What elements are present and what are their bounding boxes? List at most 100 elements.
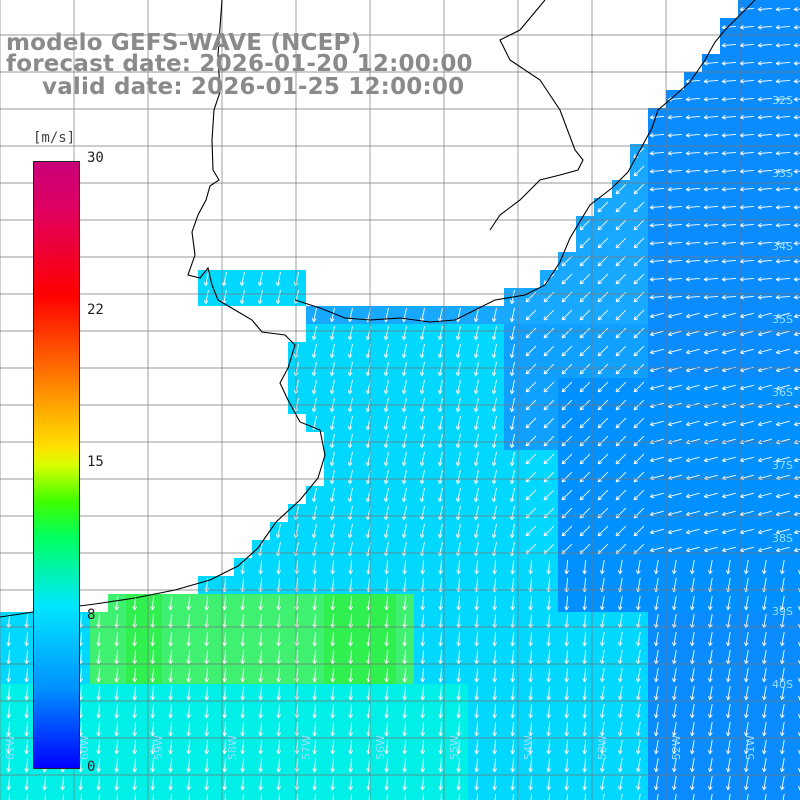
wind-arrow	[685, 330, 700, 337]
wind-arrow	[561, 435, 573, 447]
wind-arrow	[132, 703, 137, 719]
wind-arrow	[312, 613, 317, 629]
wind-arrow	[793, 421, 800, 427]
wind-arrow	[739, 61, 755, 66]
wind-arrow	[260, 793, 263, 800]
wind-arrow	[204, 685, 209, 701]
wind-arrow	[329, 452, 335, 467]
wind-arrow	[222, 595, 227, 611]
wind-arrow	[618, 704, 623, 719]
wind-arrow	[708, 686, 713, 701]
wind-arrow	[757, 61, 773, 66]
wind-arrow	[420, 721, 425, 737]
wind-arrow	[258, 649, 263, 665]
wind-arrow	[474, 649, 479, 665]
wind-arrow	[222, 739, 227, 755]
wind-arrow	[793, 385, 800, 391]
wind-arrow	[509, 416, 515, 431]
wind-arrow	[775, 510, 790, 517]
wind-arrow	[618, 722, 623, 737]
wind-arrow	[667, 223, 683, 228]
wind-arrow	[649, 187, 665, 192]
wind-arrow	[757, 7, 773, 12]
field-cell	[792, 648, 800, 666]
wind-arrow	[311, 380, 317, 395]
wind-arrow	[491, 470, 497, 485]
wind-arrow	[24, 775, 29, 791]
wind-arrow	[383, 488, 389, 503]
wind-arrow	[258, 685, 263, 701]
wind-arrow	[703, 295, 719, 300]
wind-arrow	[330, 775, 335, 791]
wind-arrow	[186, 757, 191, 773]
wind-arrow	[24, 631, 29, 647]
wind-arrow	[24, 703, 29, 719]
wind-arrow	[649, 115, 665, 120]
wind-arrow	[491, 380, 497, 395]
wind-arrow	[726, 632, 731, 647]
wind-arrow	[757, 97, 773, 102]
wind-arrow	[690, 740, 695, 755]
wind-arrow	[775, 456, 790, 463]
wind-arrow	[312, 703, 317, 719]
wind-arrow	[329, 434, 335, 449]
wind-arrow	[757, 187, 773, 192]
field-cell	[792, 666, 800, 684]
field-cell	[792, 756, 800, 774]
wind-arrow	[726, 650, 731, 665]
wind-arrow	[438, 559, 443, 575]
wind-arrow	[438, 649, 443, 665]
wind-arrow	[116, 793, 119, 800]
wind-arrow	[492, 667, 497, 683]
wind-arrow	[96, 739, 101, 755]
wind-arrow	[685, 528, 700, 535]
wind-arrow	[757, 151, 773, 156]
wind-arrow	[762, 758, 767, 773]
wind-arrow	[757, 384, 772, 391]
colorbar-unit: [m/s]	[33, 130, 76, 146]
wind-arrow	[386, 793, 389, 800]
wind-arrow	[739, 43, 755, 48]
wind-arrow	[543, 525, 555, 537]
wind-arrow	[744, 632, 749, 647]
wind-arrow	[437, 452, 443, 467]
wind-arrow	[654, 776, 659, 791]
wind-arrow	[636, 722, 641, 737]
wind-arrow	[203, 290, 209, 305]
wind-arrow	[510, 595, 515, 611]
wind-arrow	[775, 43, 791, 48]
wind-arrow	[348, 613, 353, 629]
wind-arrow	[525, 381, 537, 393]
wind-arrow	[402, 595, 407, 611]
wind-arrow	[721, 43, 737, 48]
wind-arrow	[597, 219, 609, 231]
wind-arrow	[528, 595, 533, 611]
wind-arrow	[528, 667, 533, 683]
wind-arrow	[757, 348, 772, 355]
wind-arrow	[204, 721, 209, 737]
wind-arrow	[348, 739, 353, 755]
wind-arrow	[347, 416, 353, 431]
wind-arrow	[690, 632, 695, 647]
wind-arrow	[685, 510, 700, 517]
wind-arrow	[757, 528, 772, 535]
wind-arrow	[762, 722, 767, 737]
wind-arrow	[721, 330, 736, 337]
wind-arrow	[150, 595, 155, 611]
wind-arrow	[546, 703, 551, 719]
wind-arrow	[543, 489, 555, 501]
wind-arrow	[775, 115, 791, 120]
wind-arrow	[600, 560, 605, 575]
wind-arrow	[582, 613, 587, 629]
wind-arrow	[222, 685, 227, 701]
wind-arrow	[649, 205, 665, 210]
wind-arrow	[347, 380, 353, 395]
wind-arrow	[685, 205, 701, 210]
wind-arrow	[721, 205, 737, 210]
wind-arrow	[561, 273, 573, 285]
wind-arrow	[24, 685, 29, 701]
wind-arrow	[579, 345, 591, 357]
wind-arrow	[402, 703, 407, 719]
wind-arrow	[348, 559, 353, 575]
